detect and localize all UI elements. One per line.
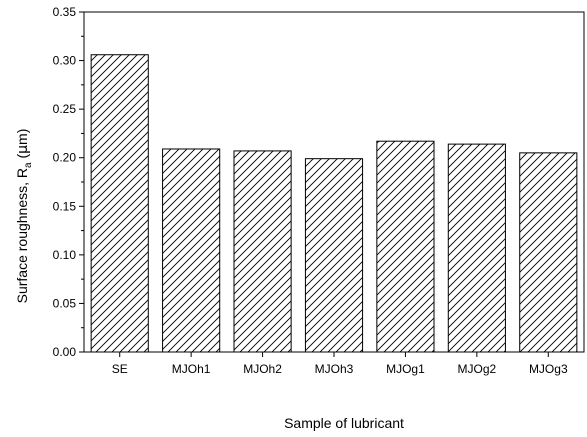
y-tick-label: 0.30 [53, 54, 77, 68]
y-tick-label: 0.00 [53, 345, 77, 359]
y-tick-label: 0.25 [53, 102, 77, 116]
bars-group [90, 54, 578, 353]
x-tick-label: MJOg2 [458, 362, 497, 376]
bar-mjog3 [519, 152, 578, 353]
bar-se [90, 54, 149, 353]
y-tick-label: 0.35 [53, 5, 77, 19]
y-axis-title: Surface roughness, Ra (μm) [14, 129, 34, 304]
x-axis: SE MJOh1 MJOh2 MJOh3 MJOg1 MJOg2 MJOg3 [112, 352, 568, 376]
x-tick-label: MJOh2 [243, 362, 282, 376]
bar-mjoh2 [233, 150, 292, 353]
bar-mjog1 [376, 140, 435, 353]
bar-mjog2 [447, 143, 506, 353]
x-tick-label: MJOg1 [386, 362, 425, 376]
y-tick-label: 0.15 [53, 199, 77, 213]
x-tick-label: SE [112, 362, 128, 376]
x-tick-label: MJOh3 [315, 362, 354, 376]
plot-frame [83, 11, 585, 353]
y-axis: 0.00 0.05 0.10 0.15 0.20 0.25 0.30 0.35 [53, 5, 84, 359]
y-tick-label: 0.20 [53, 151, 77, 165]
x-tick-label: MJOh1 [172, 362, 211, 376]
x-tick-label: MJOg3 [529, 362, 568, 376]
x-axis-title: Sample of lubricant [284, 415, 404, 431]
y-tick-label: 0.05 [53, 296, 77, 310]
bar-mjoh1 [162, 148, 221, 353]
y-tick-label: 0.10 [53, 248, 77, 262]
bar-mjoh3 [304, 158, 364, 353]
